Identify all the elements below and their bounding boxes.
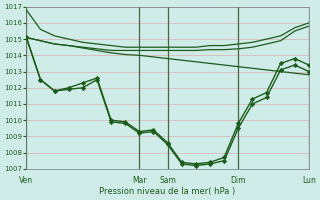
X-axis label: Pression niveau de la mer( hPa ): Pression niveau de la mer( hPa ): [100, 187, 236, 196]
